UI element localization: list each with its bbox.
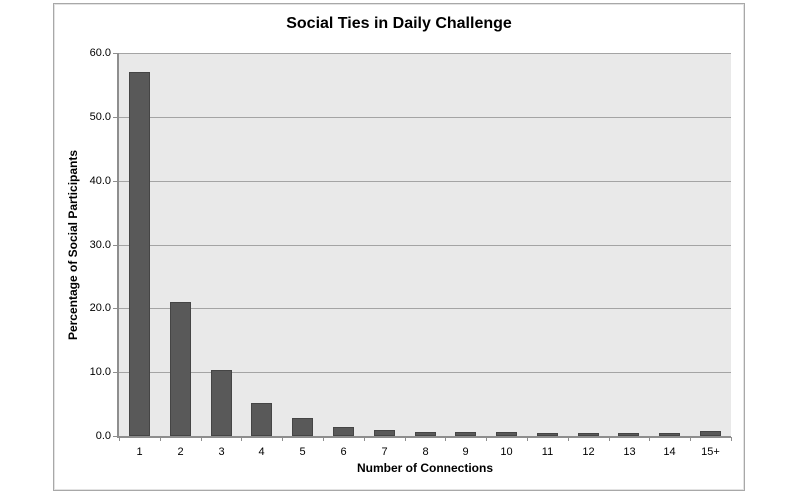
x-tick-mark — [364, 437, 365, 441]
x-tick-label: 3 — [218, 446, 225, 458]
x-tick-mark — [405, 437, 406, 441]
x-tick-label: 2 — [177, 446, 184, 458]
bar — [415, 432, 436, 436]
x-tick-label: 14 — [663, 446, 676, 458]
x-tick-mark — [568, 437, 569, 441]
plot-area — [119, 53, 731, 436]
gridline — [119, 53, 731, 54]
y-tick-label: 10.0 — [89, 366, 111, 379]
x-axis-title: Number of Connections — [356, 461, 493, 475]
bar — [170, 302, 191, 436]
x-tick-mark — [323, 437, 324, 441]
x-tick-mark — [282, 437, 283, 441]
x-tick-label: 6 — [340, 446, 347, 458]
y-tick-label: 20.0 — [89, 302, 111, 315]
x-tick-mark — [119, 437, 120, 441]
bar — [537, 433, 558, 436]
y-tick-mark — [113, 117, 118, 118]
x-tick-label: 13 — [623, 446, 636, 458]
x-tick-mark — [527, 437, 528, 441]
x-tick-label: 1 — [136, 446, 143, 458]
y-tick-mark — [113, 372, 118, 373]
chart-title: Social Ties in Daily Challenge — [286, 15, 512, 32]
x-tick-mark — [445, 437, 446, 441]
x-tick-mark — [486, 437, 487, 441]
x-tick-mark — [609, 437, 610, 441]
y-tick-mark — [113, 53, 118, 54]
bar — [659, 433, 680, 436]
y-tick-mark — [113, 245, 118, 246]
x-tick-label: 9 — [462, 446, 469, 458]
gridline — [119, 372, 731, 374]
bar — [578, 433, 599, 436]
bar — [211, 370, 232, 436]
y-tick-label: 40.0 — [89, 174, 111, 187]
y-tick-mark — [113, 181, 118, 182]
x-tick-label: 4 — [258, 446, 265, 458]
gridline — [119, 180, 731, 182]
x-tick-label: 15+ — [701, 446, 720, 458]
bar — [374, 430, 395, 436]
bar — [618, 433, 639, 436]
y-tick-mark — [113, 308, 118, 309]
x-tick-label: 7 — [381, 446, 388, 458]
y-tick-label: 0.0 — [95, 430, 111, 442]
x-tick-label: 5 — [299, 446, 306, 458]
x-tick-label: 10 — [500, 446, 513, 458]
x-axis-line — [117, 436, 731, 438]
x-tick-mark — [649, 437, 650, 441]
bar — [129, 72, 150, 436]
y-tick-label: 50.0 — [89, 110, 111, 123]
bar — [700, 431, 721, 436]
bar — [292, 418, 313, 436]
y-tick-mark — [113, 436, 118, 437]
chart-frame: Social Ties in Daily Challenge Percentag… — [53, 3, 745, 491]
y-tick-label: 30.0 — [89, 238, 111, 251]
bar — [251, 403, 272, 436]
x-tick-label: 11 — [541, 446, 554, 458]
x-tick-mark — [690, 437, 691, 441]
x-tick-mark — [241, 437, 242, 441]
gridline — [119, 244, 731, 246]
y-axis-line — [117, 53, 119, 437]
bar — [333, 427, 354, 436]
gridline — [119, 116, 731, 118]
bar — [455, 432, 476, 436]
y-tick-label: 60.0 — [89, 47, 111, 59]
x-tick-label: 8 — [422, 446, 429, 458]
x-tick-mark — [201, 437, 202, 441]
x-tick-label: 12 — [582, 446, 595, 458]
x-tick-mark — [160, 437, 161, 441]
bar — [496, 432, 517, 436]
gridline — [119, 308, 731, 310]
x-tick-mark — [731, 437, 732, 441]
